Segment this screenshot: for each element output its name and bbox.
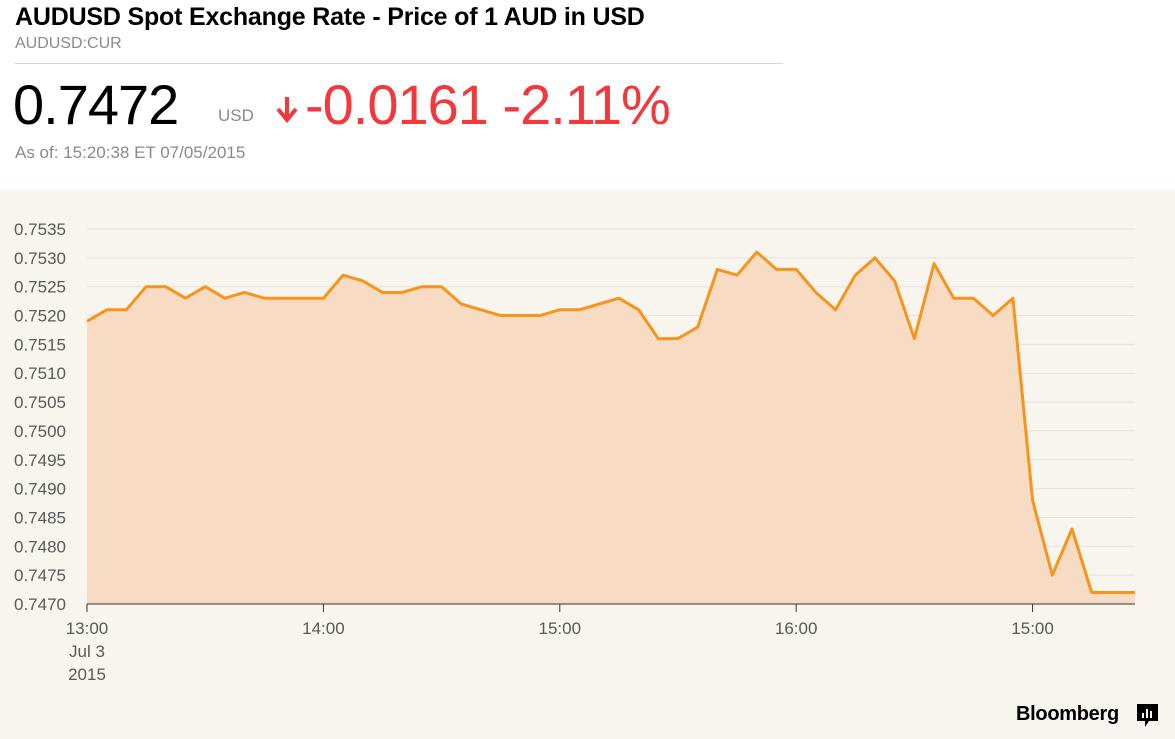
y-tick-label: 0.7475 [14, 566, 66, 585]
y-tick-label: 0.7530 [14, 249, 66, 268]
price-currency: USD [218, 106, 254, 125]
ticker-symbol: AUDUSD:CUR [15, 35, 122, 52]
x-tick-label: 16:00 [775, 619, 818, 638]
y-tick-label: 0.7510 [14, 364, 66, 383]
x-tick-label: 13:00 [66, 619, 109, 638]
y-tick-label: 0.7515 [14, 335, 66, 354]
y-tick-label: 0.7490 [14, 480, 66, 499]
y-tick-label: 0.7500 [14, 422, 66, 441]
price-area-fill [87, 252, 1135, 605]
header-divider [15, 63, 783, 64]
price-series-line [86, 250, 1135, 594]
y-tick-label: 0.7480 [14, 537, 66, 556]
y-tick-label: 0.7505 [14, 393, 66, 412]
x-date-label: Jul 3 [69, 642, 105, 661]
y-tick-label: 0.7520 [14, 307, 66, 326]
quote-header: AUDUSD Spot Exchange Rate - Price of 1 A… [0, 0, 1175, 190]
y-tick-label: 0.7535 [14, 220, 66, 239]
y-tick-label: 0.7485 [14, 508, 66, 527]
y-tick-label: 0.7470 [14, 595, 66, 614]
x-tick-label: 14:00 [302, 619, 345, 638]
x-tick-label: 15:00 [539, 619, 582, 638]
page-title: AUDUSD Spot Exchange Rate - Price of 1 A… [15, 3, 645, 31]
y-tick-label: 0.7525 [14, 278, 66, 297]
down-arrow-icon [276, 97, 298, 124]
as-of-timestamp: As of: 15:20:38 ET 07/05/2015 [15, 143, 246, 162]
price-change: -0.0161 -2.11% [305, 73, 671, 136]
bloomberg-logo: Bloomberg [1016, 703, 1119, 725]
x-tick-label: 15:00 [1011, 619, 1054, 638]
x-date-label: 2015 [68, 665, 106, 684]
bloomberg-bar-icon [1137, 704, 1158, 727]
y-tick-label: 0.7495 [14, 451, 66, 470]
last-price: 0.7472 [13, 73, 179, 136]
